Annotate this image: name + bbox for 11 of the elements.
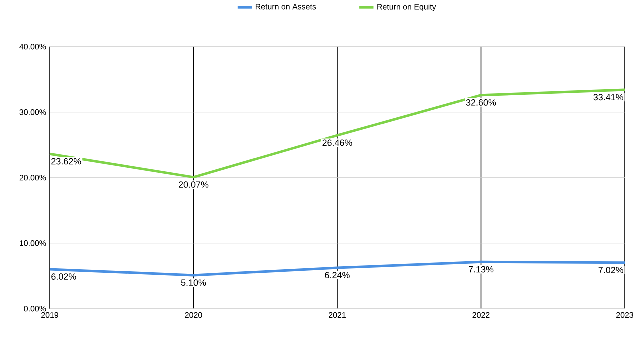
data-label: 5.10% xyxy=(181,280,206,286)
data-label: 26.46% xyxy=(322,140,352,146)
data-label: 33.41% xyxy=(594,94,624,101)
line-series xyxy=(48,88,626,179)
data-label: 20.07% xyxy=(179,182,209,188)
data-label: 23.62% xyxy=(52,158,82,165)
data-label: 7.02% xyxy=(598,267,624,274)
data-label: 6.02% xyxy=(52,274,76,280)
data-label: 32.60% xyxy=(466,100,496,106)
data-label: 6.24% xyxy=(325,272,350,279)
data-label: 7.13% xyxy=(468,266,494,273)
